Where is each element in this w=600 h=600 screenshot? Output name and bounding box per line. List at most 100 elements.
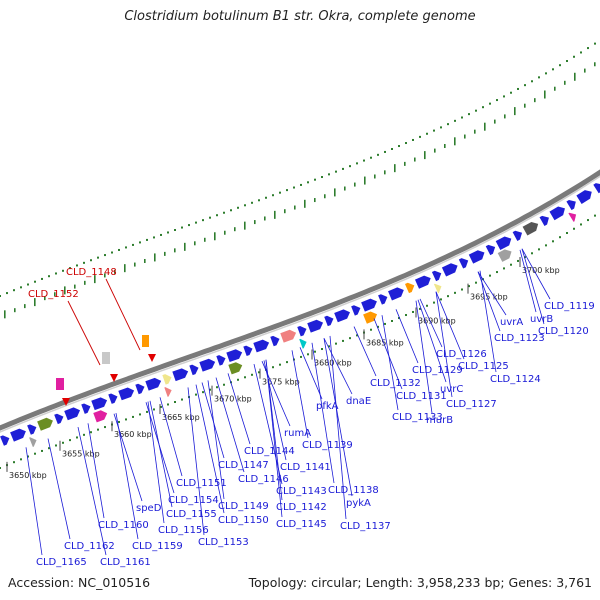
gene-arrow — [270, 335, 280, 347]
inner-dot-ring — [370, 328, 372, 331]
skew-tick — [14, 308, 16, 313]
gene-arrow — [91, 397, 108, 411]
outer-dot-ring — [335, 170, 337, 173]
outer-dot-ring — [426, 132, 428, 135]
backbone-inner — [0, 175, 600, 433]
outer-dot-ring — [412, 138, 414, 141]
gene-leader-line — [145, 402, 175, 494]
gene-label: CLD_1162 — [64, 541, 115, 552]
gene-arrow-lower-shape — [299, 338, 307, 349]
gene-leader-line — [323, 338, 353, 497]
outer-dot-ring — [202, 219, 204, 222]
gene-arrow — [378, 294, 388, 305]
gene-leader-line — [323, 338, 353, 395]
gene-arrow — [189, 364, 199, 376]
gene-label: CLD_1139 — [302, 440, 353, 451]
inner-dot-ring — [132, 415, 134, 418]
gene-label: pykA — [346, 498, 371, 509]
inner-dot-ring — [573, 227, 575, 230]
gene-arrow-shape — [405, 282, 415, 294]
gene-label: CLD_1119 — [544, 301, 595, 312]
inner-dot-ring — [146, 410, 148, 413]
inner-dot-ring — [538, 248, 540, 251]
outer-dot-ring — [0, 295, 1, 297]
outer-dot-ring — [6, 292, 8, 295]
outer-dot-ring — [195, 221, 197, 224]
skew-tick — [514, 107, 516, 116]
scale-label: 3700 kbp — [522, 266, 560, 275]
inner-dot-ring — [209, 388, 211, 391]
skew-tick — [234, 227, 236, 232]
outer-dot-ring — [83, 261, 85, 264]
gene-arrow-shape — [468, 250, 485, 264]
skew-tick — [394, 164, 396, 173]
inner-dot-ring — [55, 444, 57, 447]
skew-tick — [4, 310, 6, 319]
inner-dot-ring — [307, 353, 309, 356]
gene-label: CLD_1141 — [280, 462, 331, 473]
gene-arrow — [253, 339, 270, 353]
gene-arrow-shape — [280, 329, 297, 343]
gene-arrow — [64, 407, 81, 421]
gene-arrow-shape — [270, 335, 280, 347]
gene-label: CLD_1125 — [458, 361, 509, 372]
gene-arrow — [361, 298, 377, 312]
outer-dot-ring — [76, 264, 78, 267]
outer-dot-ring — [454, 119, 456, 122]
skew-tick — [404, 161, 406, 166]
inner-dot-ring — [475, 281, 477, 284]
highlight-leader-line — [105, 278, 141, 351]
inner-dot-ring — [524, 256, 526, 259]
inner-dot-ring — [398, 317, 400, 320]
gene-arrow-lower — [93, 410, 108, 423]
scale-label: 3690 kbp — [418, 317, 456, 326]
gene-arrow — [334, 309, 350, 323]
outer-dot-ring — [279, 191, 281, 194]
gene-arrow-shape — [549, 206, 565, 221]
inner-dot-ring — [461, 288, 463, 291]
inner-dot-ring — [384, 322, 386, 325]
gene-arrow — [351, 305, 361, 316]
outer-dot-ring — [223, 211, 225, 214]
outer-dot-ring — [510, 91, 512, 94]
outer-dot-ring — [482, 106, 484, 109]
outer-dot-ring — [545, 72, 547, 75]
skew-tick — [544, 90, 546, 99]
inner-dot-ring — [587, 219, 589, 222]
gene-arrow-shape — [512, 230, 523, 241]
skew-tick — [264, 216, 266, 221]
gene-arrow-shape — [216, 355, 226, 366]
gene-arrow — [37, 417, 53, 431]
gene-arrow — [118, 387, 135, 401]
outer-dot-ring — [517, 87, 519, 90]
outer-dot-ring — [90, 259, 92, 262]
gene-label: CLD_1149 — [218, 501, 269, 512]
gene-arrow — [593, 183, 600, 194]
skew-tick — [154, 253, 156, 262]
outer-dot-ring — [209, 216, 211, 219]
gene-arrow — [441, 263, 458, 277]
gene-label: uvrB — [530, 314, 553, 325]
gene-arrow-lower — [29, 437, 37, 447]
gene-arrow — [566, 199, 576, 211]
gene-arrow — [280, 329, 297, 343]
gene-arrow — [145, 377, 162, 391]
gene-label: CLD_1126 — [436, 349, 487, 360]
marker-arrow — [62, 398, 70, 406]
skew-tick — [74, 284, 76, 289]
outer-dot-ring — [181, 226, 183, 229]
gene-leader-line — [381, 315, 399, 411]
inner-dot-ring — [566, 232, 568, 235]
gene-leader-line — [521, 248, 545, 325]
gene-arrow-lower-shape — [29, 437, 37, 447]
skew-tick — [334, 188, 336, 197]
outer-dot-ring — [489, 102, 491, 105]
skew-tick — [114, 269, 116, 274]
outer-dot-ring — [307, 181, 309, 184]
gene-arrow — [324, 315, 334, 327]
skew-tick — [104, 273, 106, 278]
outer-dot-ring — [342, 167, 344, 170]
gene-label: CLD_1146 — [238, 474, 289, 485]
gene-arrow — [135, 383, 145, 395]
skew-tick — [584, 68, 586, 73]
